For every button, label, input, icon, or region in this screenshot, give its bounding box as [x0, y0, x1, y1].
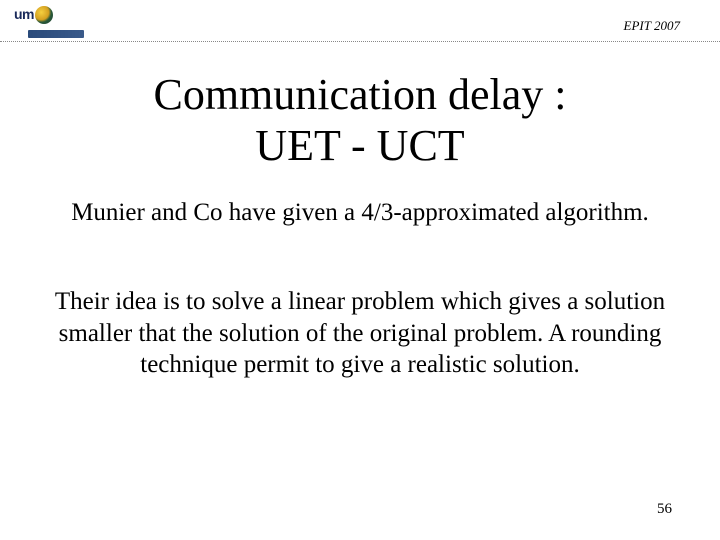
- title-line-2: UET - UCT: [255, 121, 464, 170]
- logo-text: um: [14, 6, 34, 22]
- logo-subbar: [28, 30, 84, 38]
- slide-title: Communication delay : UET - UCT: [0, 70, 720, 171]
- page-number: 56: [657, 501, 672, 518]
- logo-swirl-icon: [35, 6, 53, 24]
- logo: um: [14, 6, 70, 34]
- slide-header: um EPIT 2007: [0, 0, 720, 42]
- header-right-label: EPIT 2007: [624, 18, 680, 34]
- paragraph-2: Their idea is to solve a linear problem …: [0, 286, 720, 380]
- paragraph-1: Munier and Co have given a 4/3-approxima…: [0, 197, 720, 228]
- title-line-1: Communication delay :: [153, 70, 566, 119]
